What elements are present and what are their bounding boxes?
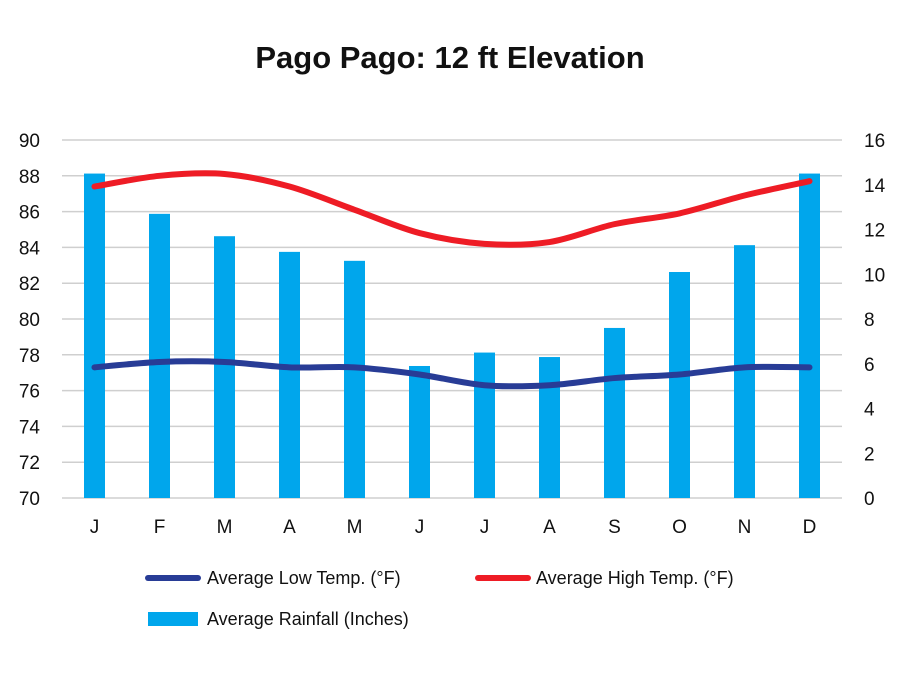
x-axis-tick-label: S bbox=[608, 517, 621, 538]
chart-title: Pago Pago: 12 ft Elevation bbox=[255, 40, 645, 75]
rainfall-bar bbox=[734, 245, 755, 498]
x-axis-tick-label: D bbox=[803, 517, 817, 538]
legend-rainfall-label: Average Rainfall (Inches) bbox=[207, 609, 409, 629]
right-axis-tick-label: 4 bbox=[864, 400, 875, 421]
legend-rainfall-swatch bbox=[148, 612, 198, 626]
rainfall-bar bbox=[604, 327, 625, 498]
x-axis-tick-label: M bbox=[347, 517, 363, 538]
gridlines bbox=[62, 139, 842, 499]
low-temp-line bbox=[91, 358, 813, 390]
x-axis-tick-label: F bbox=[154, 517, 166, 538]
x-axis-tick-label: A bbox=[283, 517, 296, 538]
left-axis-tick-label: 82 bbox=[19, 274, 40, 295]
left-axis-tick-label: 84 bbox=[19, 238, 41, 259]
x-axis-tick-label: A bbox=[543, 517, 556, 538]
rainfall-bar bbox=[214, 236, 235, 498]
left-axis-tick-label: 72 bbox=[19, 453, 40, 474]
x-axis-tick-label: J bbox=[480, 517, 490, 538]
right-axis-tick-label: 6 bbox=[864, 355, 875, 376]
right-axis-tick-label: 2 bbox=[864, 444, 875, 465]
high-temp-line bbox=[91, 170, 813, 248]
left-axis-tick-label: 88 bbox=[19, 167, 40, 188]
right-axis-tick-label: 8 bbox=[864, 310, 875, 331]
right-axis-tick-label: 12 bbox=[864, 221, 885, 242]
left-axis-ticks: 90 88 86 84 82 80 78 76 74 72 70 bbox=[19, 131, 41, 510]
right-axis-tick-label: 10 bbox=[864, 265, 885, 286]
left-axis-tick-label: 76 bbox=[19, 382, 40, 403]
left-axis-tick-label: 70 bbox=[19, 489, 40, 510]
rainfall-bar bbox=[149, 213, 170, 498]
rainfall-bar bbox=[279, 251, 300, 498]
right-axis-tick-label: 16 bbox=[864, 131, 885, 152]
x-axis-tick-label: N bbox=[738, 517, 752, 538]
rainfall-bar bbox=[669, 272, 690, 498]
rainfall-bar bbox=[409, 365, 430, 498]
x-axis-tick-label: J bbox=[90, 517, 100, 538]
rainfall-bar bbox=[344, 260, 365, 498]
legend-high-temp-label: Average High Temp. (°F) bbox=[536, 568, 734, 588]
legend: Average Low Temp. (°F) Average High Temp.… bbox=[145, 568, 734, 629]
rainfall-bar bbox=[474, 352, 495, 498]
right-axis-tick-label: 0 bbox=[864, 489, 875, 510]
rainfall-bar bbox=[539, 357, 560, 498]
rainfall-bar bbox=[799, 173, 820, 498]
left-axis-tick-label: 74 bbox=[19, 417, 41, 438]
left-axis-tick-label: 90 bbox=[19, 131, 40, 152]
legend-low-temp-label: Average Low Temp. (°F) bbox=[207, 568, 401, 588]
x-axis-tick-label: O bbox=[672, 517, 687, 538]
x-axis-tick-label: M bbox=[217, 517, 233, 538]
temperature-lines bbox=[91, 170, 813, 390]
x-axis-tick-label: J bbox=[415, 517, 425, 538]
rainfall-bars bbox=[84, 173, 820, 498]
left-axis-tick-label: 80 bbox=[19, 310, 40, 331]
rainfall-bar bbox=[84, 173, 105, 498]
left-axis-tick-label: 86 bbox=[19, 203, 40, 224]
right-axis-ticks: 16 14 12 10 8 6 4 2 0 bbox=[864, 131, 886, 510]
left-axis-tick-label: 78 bbox=[19, 346, 40, 367]
right-axis-tick-label: 14 bbox=[864, 176, 886, 197]
